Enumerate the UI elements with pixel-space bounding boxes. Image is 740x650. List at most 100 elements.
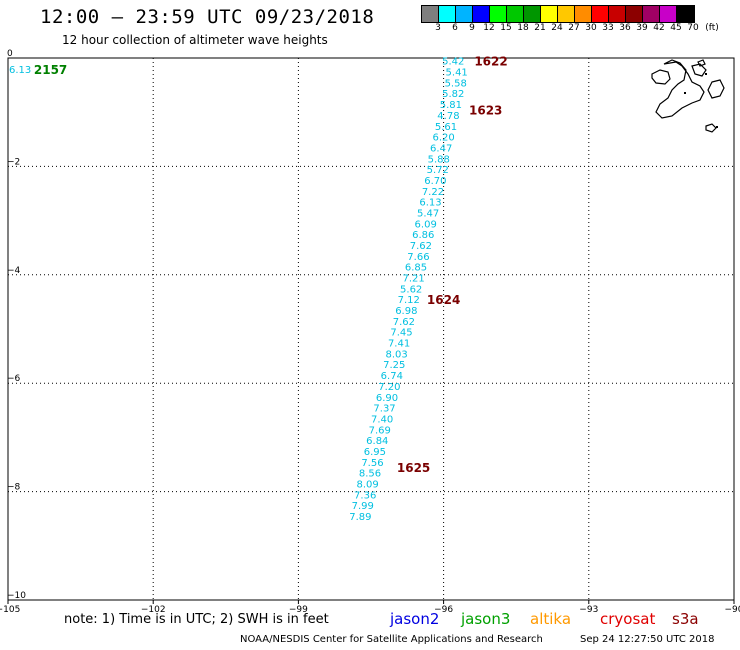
colorbar-swatch: [643, 6, 660, 22]
galapagos-islet: [684, 92, 686, 94]
swh-label: 8.56: [359, 469, 381, 480]
colorbar-label: 21: [534, 23, 546, 33]
galapagos-islet: [716, 126, 718, 128]
page-subtitle: 12 hour collection of altimeter wave hei…: [62, 33, 328, 47]
swh-label: 8.09: [356, 479, 378, 490]
colorbar-label: 39: [636, 23, 648, 33]
legend-cryosat: cryosat: [600, 610, 656, 628]
swh-label: 5.82: [442, 89, 464, 100]
swh-label: 5.58: [445, 78, 467, 89]
colorbar-swatch: [660, 6, 677, 22]
lon-tick-label: −105: [0, 605, 20, 615]
time-label: 1623: [469, 103, 502, 117]
swh-label: 6.98: [395, 306, 417, 317]
lat-tick-label: −10: [7, 591, 26, 601]
colorbar-label: 30: [585, 23, 597, 33]
colorbar-swatch: [541, 6, 558, 22]
swh-label: 6.13: [419, 198, 441, 209]
time-label: 1624: [427, 293, 460, 307]
swh-label: 7.12: [398, 295, 420, 306]
lon-tick-label: −96: [434, 605, 453, 615]
colorbar-labels: 3 6 9 12 15 18 21 24 27 30 33 36 39 42 45 70 (ft): [421, 23, 740, 35]
swh-label: 6.84: [366, 436, 388, 447]
swh-label: 5.62: [400, 284, 422, 295]
lon-tick-label: −90: [725, 605, 740, 615]
swh-label: 7.99: [352, 501, 374, 512]
legend-jason2: jason2: [390, 610, 440, 628]
colorbar-swatch: [422, 6, 439, 22]
colorbar-label: 18: [517, 23, 529, 33]
lat-tick-label: 0: [7, 49, 13, 59]
lat-tick-label: −4: [7, 266, 21, 276]
swh-label: 6.09: [415, 219, 437, 230]
swh-label: 4.78: [437, 111, 459, 122]
swh-label: 7.45: [390, 328, 412, 339]
swh-label: 5.42: [442, 57, 464, 68]
time-label: 1622: [474, 55, 507, 69]
colorbar-label: 42: [653, 23, 665, 33]
lat-tick-label: −8: [7, 483, 21, 493]
colorbar-swatch: [677, 6, 694, 22]
colorbar-label: (ft): [705, 23, 719, 33]
swh-label: 5.81: [440, 100, 462, 111]
galapagos-islet: [705, 73, 707, 75]
colorbar-swatch: [575, 6, 592, 22]
swh-label: 7.40: [371, 414, 393, 425]
swh-label: 7.62: [410, 241, 432, 252]
swh-label: 6.74: [381, 371, 403, 382]
colorbar-swatch: [507, 6, 524, 22]
swh-label: 7.22: [422, 187, 444, 198]
galapagos-land: [691, 63, 707, 77]
swh-label: 6.95: [364, 447, 386, 458]
colorbar-label: 27: [568, 23, 580, 33]
swh-label: 5.88: [428, 154, 450, 165]
colorbar-label: 3: [435, 23, 441, 33]
galapagos-land: [705, 123, 717, 133]
map-frame: [7, 57, 735, 601]
swh-label: 5.47: [417, 208, 439, 219]
swh-label: 6.90: [376, 393, 398, 404]
colorbar-label: 6: [452, 23, 458, 33]
galapagos-land: [655, 59, 705, 119]
swh-label: 7.62: [393, 317, 415, 328]
wave-height-colorbar: [421, 5, 695, 23]
colorbar-label: 36: [619, 23, 631, 33]
lon-tick-label: −99: [289, 605, 308, 615]
swh-label: 7.41: [388, 339, 410, 350]
swh-label: 7.66: [407, 252, 429, 263]
colorbar-swatch: [626, 6, 643, 22]
swh-label: 7.21: [402, 274, 424, 285]
swh-label: 8.03: [386, 349, 408, 360]
time-label: 1625: [397, 461, 430, 475]
lon-tick-label: −102: [141, 605, 166, 615]
swh-label: 7.56: [361, 458, 383, 469]
swh-label: 7.36: [354, 490, 376, 501]
swh-label: 7.20: [378, 382, 400, 393]
colorbar-label: 45: [670, 23, 682, 33]
swh-label: 5.72: [427, 165, 449, 176]
colorbar-label: 70: [687, 23, 699, 33]
colorbar-swatch: [439, 6, 456, 22]
colorbar-label: 15: [500, 23, 512, 33]
colorbar-swatch: [609, 6, 626, 22]
lon-tick-label: −93: [579, 605, 598, 615]
colorbar-swatch: [456, 6, 473, 22]
page-title: 12:00 – 23:59 UTC 09/23/2018: [40, 6, 375, 28]
colorbar-label: 33: [602, 23, 614, 33]
time-label: 2157: [34, 63, 67, 77]
footer-credit: NOAA/NESDIS Center for Satellite Applica…: [240, 634, 543, 645]
swh-label: 6.47: [430, 143, 452, 154]
legend-note: note: 1) Time is in UTC; 2) SWH is in fe…: [64, 612, 329, 627]
colorbar-swatch: [558, 6, 575, 22]
legend-s3a: s3a: [672, 610, 699, 628]
legend-jason3: jason3: [461, 610, 511, 628]
swh-label: 6.20: [432, 133, 454, 144]
swh-label: 6.13: [9, 65, 31, 76]
swh-label: 7.69: [369, 425, 391, 436]
colorbar-swatch: [490, 6, 507, 22]
galapagos-land: [707, 79, 725, 99]
colorbar-swatch: [524, 6, 541, 22]
swh-label: 7.25: [383, 360, 405, 371]
